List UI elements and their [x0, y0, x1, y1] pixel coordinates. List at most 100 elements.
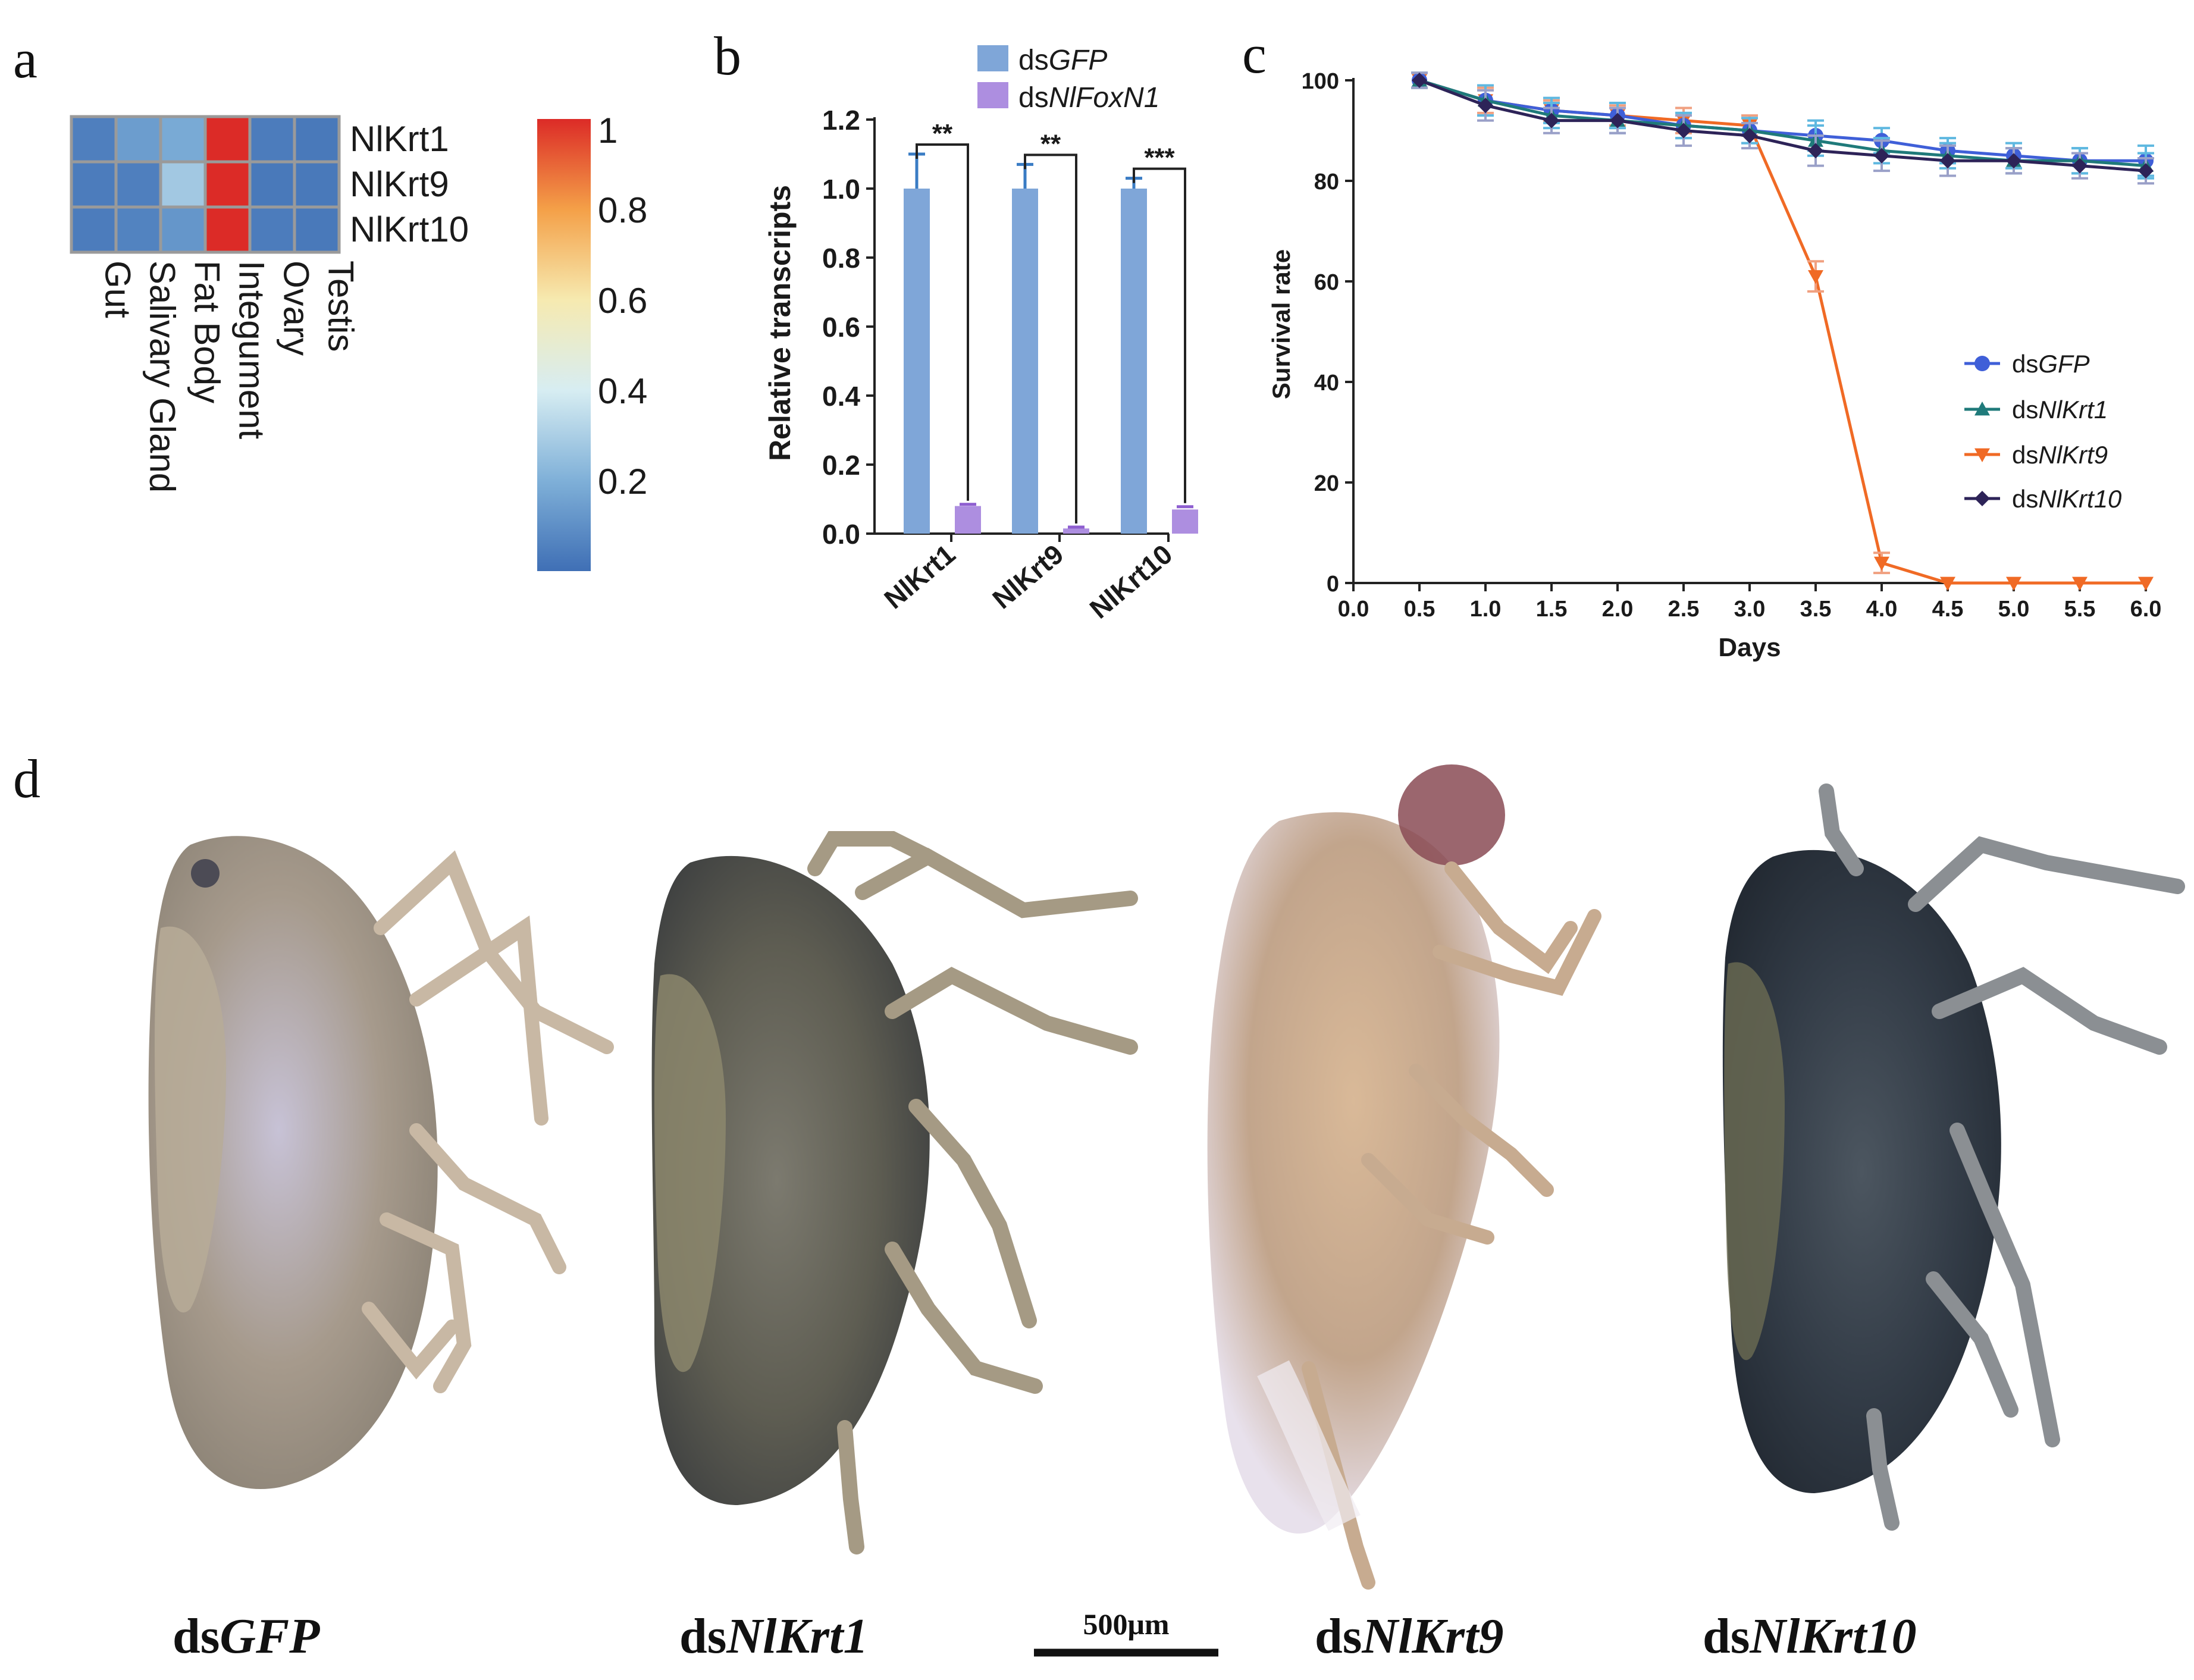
legend-marker-dsnlkrt9: [1974, 448, 1990, 462]
legend-label-dsnlfoxn1: dsNlFoxN1: [1018, 82, 1159, 114]
significance-stars: ***: [1144, 143, 1175, 173]
point-dsnlkrt10: [1874, 148, 1889, 164]
heatmap-column-label: Salivary Gland: [143, 261, 183, 493]
bar-dsgfp: [1012, 189, 1038, 534]
photo-label-italic: NlKrt9: [1361, 1609, 1503, 1664]
photo-label: dsNlKrt9: [1315, 1609, 1503, 1664]
heatmap-cell: [114, 160, 162, 209]
bar-dsnlfoxn1: [955, 506, 981, 534]
point-dsnlkrt9: [1940, 576, 1955, 591]
line-y-tick-label: 0: [1327, 572, 1339, 597]
legend-label-dsnlkrt1-prefix: ds: [2012, 396, 2038, 424]
heatmap-cell: [203, 160, 252, 209]
line-chart-panel: Survival rate Days 0 20 40 60 80 100 0.0 0.5 1.0…: [1267, 69, 2161, 662]
panel-label-d: d: [13, 748, 40, 809]
line-x-tick-label: 6.0: [2130, 597, 2162, 622]
point-dsnlkrt9: [2138, 576, 2154, 591]
significance-bracket: [1133, 167, 1186, 503]
heatmap-cell: [70, 115, 118, 164]
bar-y-tick-label: 0.2: [822, 450, 860, 481]
heatmap-cell: [114, 205, 162, 254]
colorbar: [537, 119, 591, 571]
point-dsnlkrt10: [2138, 163, 2154, 179]
legend-marker-dsnlkrt10: [1974, 491, 1990, 506]
specimen-dsnlkrt10-image: [1722, 783, 2185, 1531]
point-dsnlkrt9: [1808, 270, 1823, 284]
heatmap-cell: [70, 160, 118, 209]
colorbar-tick-label: 0.2: [598, 462, 647, 502]
line-ylabel: Survival rate: [1267, 249, 1295, 399]
line-x-tick-label: 4.5: [1932, 597, 1964, 622]
panel-label-c: c: [1242, 24, 1267, 84]
line-x-tick-label: 0.5: [1404, 597, 1435, 622]
bar-x-tick-label: NlKrt9: [986, 538, 1069, 615]
heatmap-column-label: Fat Body: [187, 261, 227, 403]
heatmap-cell: [293, 205, 341, 254]
photo-label: dsGFP: [173, 1609, 320, 1664]
legend-label-dsnlkrt10-italic: NlKrt10: [2038, 485, 2122, 513]
series-line-dsnlkrt10: [1419, 79, 2146, 173]
heatmap-cell: [159, 160, 207, 209]
bar-y-tick-label: 0.8: [822, 243, 860, 274]
legend-marker-dsnlkrt1: [1974, 402, 1990, 416]
specimen-dsgfp-image: [148, 836, 614, 1490]
heatmap-panel: NlKrt1 NlKrt9 NlKrt10 Gut Salivary Gland Fat…: [70, 111, 647, 571]
point-dsnlkrt10: [1808, 143, 1823, 159]
legend-label-dsnlkrt1: dsNlKrt1: [2012, 396, 2108, 424]
legend-label-dsnlkrt10: dsNlKrt10: [2012, 485, 2122, 513]
legend-marker-dsgfp: [1974, 356, 1990, 371]
series-line-dsgfp: [1419, 79, 2146, 162]
significance-bracket: [1024, 153, 1077, 524]
bar-dsnlfoxn1: [1172, 509, 1198, 534]
heatmap-cells: [70, 115, 341, 254]
legend-label-dsnlkrt9-italic: NlKrt9: [2038, 441, 2108, 469]
legend-label-dsgfp-italic: GFP: [2038, 350, 2089, 378]
colorbar-tick-label: 0.8: [598, 190, 647, 230]
line-axes: 0 20 40 60 80 100 0.0 0.5 1.0 1.5 2.0 2.5 3.0 3.5 4.0 4…: [1302, 69, 2162, 622]
line-x-tick-label: 5.5: [2064, 597, 2096, 622]
colorbar-ticks: 1 0.8 0.6 0.4 0.2: [598, 111, 647, 502]
colorbar-tick-label: 1: [598, 111, 618, 151]
significance-bracket: [916, 143, 969, 501]
point-dsnlkrt10: [1544, 112, 1559, 128]
photo-label-prefix: ds: [173, 1609, 220, 1664]
point-dsnlkrt10: [1478, 98, 1493, 114]
specimen-dsnlkrt9-image: [1207, 764, 1601, 1590]
bar-y-tick-label: 0.0: [822, 519, 860, 550]
point-dsnlkrt10: [1940, 153, 1955, 169]
bar-y-tick-label: 1.0: [822, 174, 860, 205]
heatmap-column-label: Ovary: [277, 261, 316, 356]
line-xlabel: Days: [1718, 633, 1781, 662]
heatmap-column-label: Testis: [321, 261, 361, 352]
bar-ylabel: Relative transcripts: [763, 185, 797, 461]
legend-label-dsnlkrt1-italic: NlKrt1: [2038, 396, 2108, 424]
line-x-tick-label: 2.0: [1602, 597, 1634, 622]
legend-label-dsnlfoxn1-prefix: ds: [1018, 82, 1049, 114]
bar-x-tick-label: NlKrt10: [1084, 538, 1179, 625]
heatmap-cell: [293, 115, 341, 164]
specimen-dsnlkrt1-image: [651, 831, 1138, 1554]
bar-dsgfp: [904, 189, 930, 534]
point-dsnlkrt10: [2006, 153, 2021, 169]
bar-y-tick-label: 0.6: [822, 312, 860, 343]
legend-label-dsgfp-prefix: ds: [2012, 350, 2038, 378]
scale-bar-label: 500μm: [1083, 1607, 1170, 1641]
line-marks: [1411, 71, 2154, 591]
heatmap-cell: [114, 115, 162, 164]
point-dsnlkrt10: [1610, 112, 1625, 128]
bar-y-tick-label: 0.4: [822, 381, 860, 412]
significance-stars: **: [1040, 129, 1061, 158]
significance-stars: **: [932, 119, 953, 148]
line-x-tick-label: 3.5: [1800, 597, 1832, 622]
panel-label-a: a: [13, 29, 37, 89]
photo-labels: dsGFP dsNlKrt1 dsNlKrt9 dsNlKrt10: [173, 1609, 1916, 1664]
heatmap-cell: [159, 115, 207, 164]
line-x-tick-label: 5.0: [1998, 597, 2030, 622]
heatmap-cell: [203, 205, 252, 254]
line-x-tick-label: 1.5: [1536, 597, 1568, 622]
line-y-tick-label: 100: [1302, 69, 1339, 94]
heatmap-column-label: Integument: [232, 261, 272, 440]
point-dsnlkrt9: [2072, 576, 2088, 591]
